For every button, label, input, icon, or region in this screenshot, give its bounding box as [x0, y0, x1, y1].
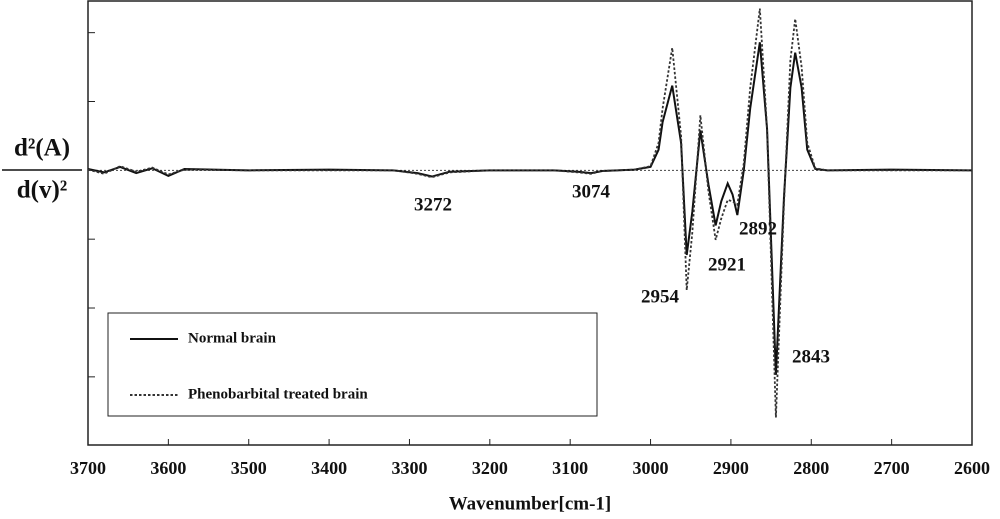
x-tick-label: 2900 — [713, 458, 749, 478]
x-label: Wavenumber[cm-1] — [449, 493, 612, 514]
annotation: 2892 — [739, 218, 777, 239]
x-tick-label: 2800 — [793, 458, 829, 478]
x-tick-label: 3600 — [150, 458, 186, 478]
x-tick-label: 2700 — [874, 458, 910, 478]
x-tick-label: 3300 — [391, 458, 427, 478]
x-tick-label: 3400 — [311, 458, 347, 478]
y-label-denominator: d(v)² — [17, 177, 68, 204]
annotation: 3272 — [414, 194, 452, 215]
annotation: 2921 — [708, 254, 746, 275]
series-line — [87, 8, 972, 418]
x-tick-label: 3100 — [552, 458, 588, 478]
plot-frame — [87, 0, 973, 446]
x-tick-label: 3500 — [231, 458, 267, 478]
y-label-numerator: d²(A) — [14, 135, 70, 162]
annotation: 3074 — [572, 181, 611, 202]
x-tick-label: 3700 — [70, 458, 106, 478]
x-tick-label: 3000 — [633, 458, 669, 478]
annotation: 2843 — [792, 346, 830, 367]
annotation: 2954 — [641, 286, 680, 307]
legend-box — [107, 312, 598, 417]
legend-label: Normal brain — [188, 330, 277, 346]
legend-label: Phenobarbital treated brain — [188, 386, 368, 402]
x-tick-label: 3200 — [472, 458, 508, 478]
x-tick-label: 2600 — [954, 458, 990, 478]
